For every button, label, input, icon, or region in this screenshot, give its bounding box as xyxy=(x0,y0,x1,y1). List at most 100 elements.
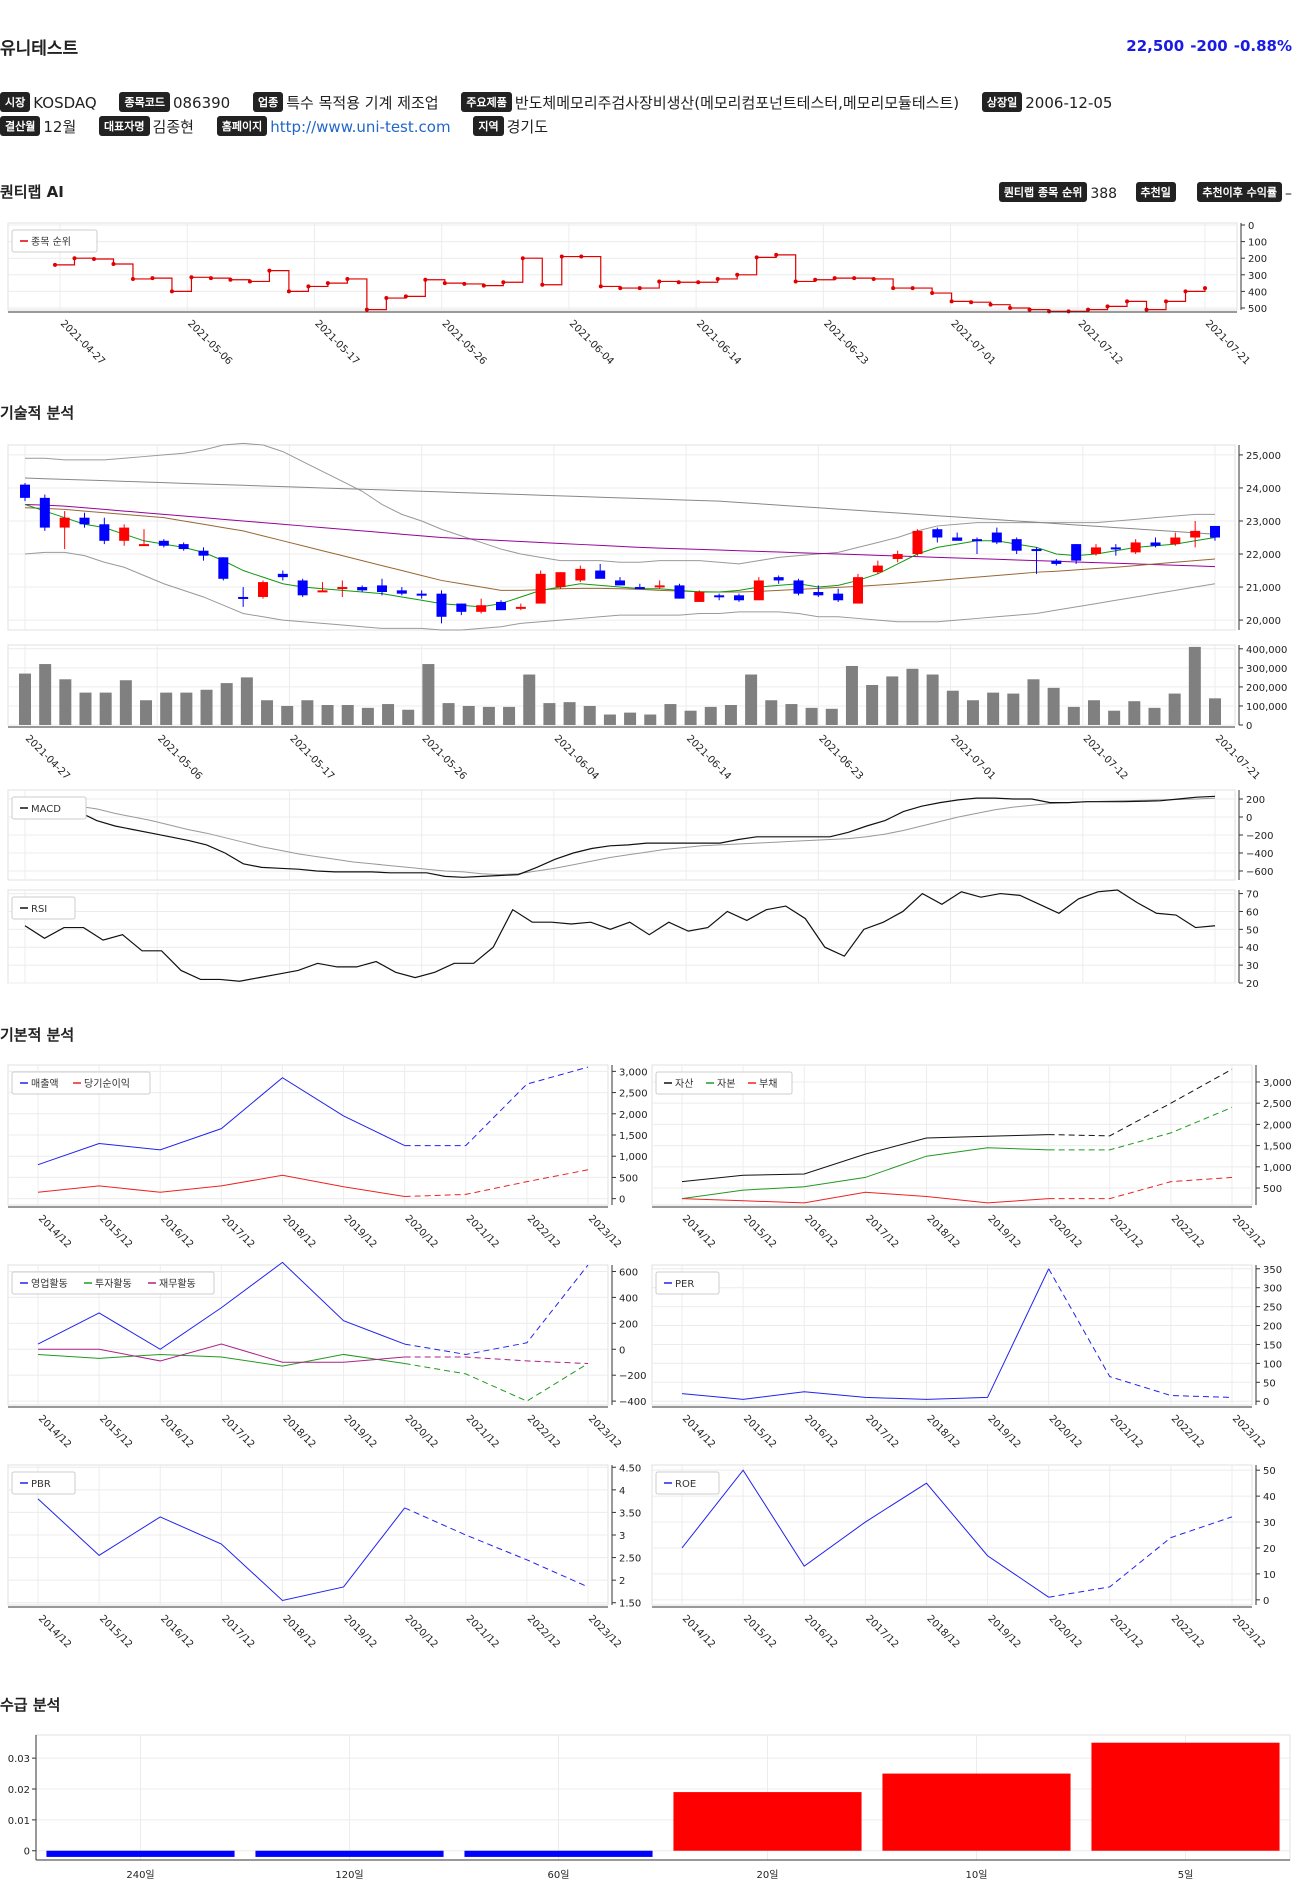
rank-point xyxy=(91,257,96,262)
per-series-0-estimate xyxy=(1048,1268,1233,1398)
cashflow-series-0-estimate xyxy=(404,1264,589,1355)
candle-body xyxy=(99,524,110,541)
rank-y-tick-label: 200 xyxy=(1248,254,1267,265)
volume-bar xyxy=(845,665,858,725)
candle-body xyxy=(1170,537,1181,545)
rank-point xyxy=(1203,286,1207,291)
rank-badge: 퀀티랩 종목 순위 xyxy=(998,182,1088,202)
rank-point xyxy=(189,275,194,280)
candle-body xyxy=(119,527,130,541)
pbr-x-tick-label: 2017/12 xyxy=(219,1613,256,1650)
candle-body xyxy=(892,554,903,559)
volume-y-tick-label: 100,000 xyxy=(1246,702,1287,713)
assets-series-0-estimate xyxy=(1048,1068,1233,1137)
volume-y-tick-label: 300,000 xyxy=(1246,664,1287,675)
roe-x-tick-label: 2016/12 xyxy=(802,1613,839,1650)
assets-x-tick-label: 2015/12 xyxy=(741,1213,778,1250)
sales-y-tick-label: 500 xyxy=(619,1173,638,1184)
volume-bar xyxy=(240,677,253,725)
rank-point xyxy=(325,281,330,286)
candle-body xyxy=(1150,542,1161,546)
per-x-tick-label: 2023/12 xyxy=(1230,1413,1267,1450)
candle-body xyxy=(416,593,427,596)
rsi-y-tick-label: 40 xyxy=(1246,943,1259,954)
industry-value: 특수 목적용 기계 제조업 xyxy=(286,94,439,112)
sales-series-1-estimate xyxy=(404,1169,589,1198)
sales-x-tick-label: 2023/12 xyxy=(586,1213,623,1250)
sales-y-tick-label: 3,000 xyxy=(619,1067,648,1078)
rank-point xyxy=(1125,299,1130,304)
assets-x-tick-label: 2017/12 xyxy=(863,1213,900,1250)
homepage-link[interactable]: http://www.uni-test.com xyxy=(270,118,451,136)
volume-bar xyxy=(341,705,354,725)
supply-x-tick-label: 5일 xyxy=(1178,1869,1194,1881)
rsi-legend-box xyxy=(11,896,76,920)
per-x-tick-label: 2020/12 xyxy=(1047,1413,1084,1450)
pbr-y-tick-label: 4.50 xyxy=(619,1463,641,1474)
per-y-tick-label: 250 xyxy=(1263,1303,1282,1314)
sales-series-1-actual xyxy=(37,1174,405,1198)
volume-x-tick-label: 2021-06-04 xyxy=(552,733,601,782)
volume-bar xyxy=(543,703,556,725)
candle-body xyxy=(377,585,387,593)
volume-bar xyxy=(523,674,536,725)
candle-frame xyxy=(7,444,1236,631)
cashflow-y-tick-label: −200 xyxy=(619,1371,646,1382)
candle-body xyxy=(337,587,348,590)
fiscal-value: 12월 xyxy=(43,118,77,136)
roe-x-tick-label: 2014/12 xyxy=(680,1613,717,1650)
rank-point xyxy=(150,276,155,281)
candle-body xyxy=(991,532,1002,543)
rank-point xyxy=(111,262,116,267)
per-y-tick-label: 50 xyxy=(1263,1378,1276,1389)
rank-point xyxy=(696,280,701,285)
rank-x-tick-label: 2021-06-04 xyxy=(567,318,616,367)
bollinger-lower xyxy=(24,551,1216,631)
volume-bar xyxy=(624,712,637,725)
roe-x-tick-label: 2023/12 xyxy=(1230,1613,1267,1650)
per-legend-box xyxy=(655,1271,720,1295)
candle-body xyxy=(773,577,784,581)
candle-body xyxy=(20,484,30,498)
assets-y-tick-label: 2,000 xyxy=(1263,1120,1292,1131)
per-y-tick-label: 150 xyxy=(1263,1340,1282,1351)
rank-point xyxy=(813,277,818,282)
macd-y-tick-label: −200 xyxy=(1246,831,1273,842)
assets-x-tick-label: 2020/12 xyxy=(1047,1213,1084,1250)
rank-point xyxy=(520,256,525,261)
sales-legend-label: 당기순이익 xyxy=(84,1078,130,1090)
rank-point xyxy=(403,294,408,299)
rank-chart: 0 100 200 300 400 500 종목 순위 2021-04-27 2021-05-0… xyxy=(7,221,1267,367)
macd-y-tick-label: 200 xyxy=(1246,795,1265,806)
supply-y-tick-label: 0.03 xyxy=(8,1754,30,1765)
roe-legend-label: ROE xyxy=(675,1479,696,1490)
candle-body xyxy=(178,544,189,550)
cashflow-frame xyxy=(7,1264,609,1406)
roe-y-tick-label: 40 xyxy=(1263,1492,1276,1503)
pbr-x-tick-label: 2020/12 xyxy=(403,1613,440,1650)
cashflow-legend-label: 투자활동 xyxy=(95,1277,132,1290)
rank-point xyxy=(228,277,233,282)
cashflow-y-tick-label: 600 xyxy=(619,1267,638,1278)
sales-y-tick-label: 1,500 xyxy=(619,1131,648,1142)
cashflow-y-tick-label: 200 xyxy=(619,1319,638,1330)
rank-point xyxy=(247,279,252,284)
candle-body xyxy=(436,593,447,617)
rank-point xyxy=(1066,309,1071,314)
rank-point xyxy=(871,276,876,281)
pbr-x-tick-label: 2016/12 xyxy=(158,1613,195,1650)
per-x-tick-label: 2014/12 xyxy=(680,1413,717,1450)
rank-x-tick-label: 2021-07-21 xyxy=(1203,318,1252,367)
listing-value: 2006-12-05 xyxy=(1025,94,1113,112)
volume-bar xyxy=(785,704,798,725)
candle-body xyxy=(59,517,70,528)
sales-legend-label: 매출액 xyxy=(31,1078,59,1090)
volume-bar xyxy=(39,664,52,725)
rank-point xyxy=(462,281,467,286)
roe-x-tick-label: 2019/12 xyxy=(985,1613,1022,1650)
roe-y-tick-label: 10 xyxy=(1263,1570,1276,1581)
assets-x-tick-label: 2022/12 xyxy=(1169,1213,1206,1250)
assets-legend-label: 자산 xyxy=(675,1078,693,1090)
rank-point xyxy=(949,299,954,304)
volume-x-tick-label: 2021-07-21 xyxy=(1213,733,1262,782)
